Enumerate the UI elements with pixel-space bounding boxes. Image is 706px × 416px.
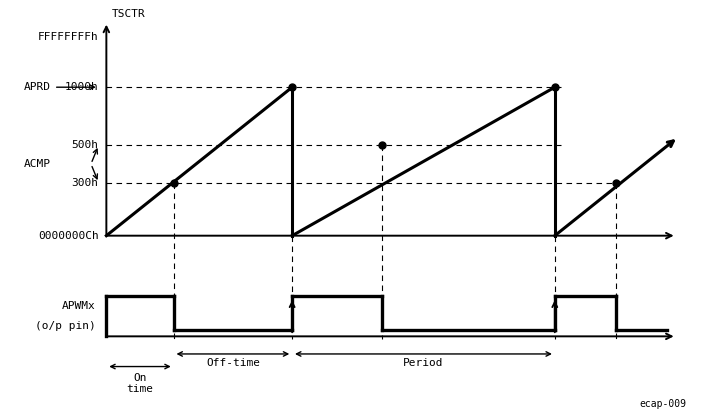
Text: ACMP: ACMP	[23, 159, 51, 169]
Text: APRD: APRD	[23, 82, 51, 92]
Text: Off-time: Off-time	[206, 358, 260, 368]
Text: 1000h: 1000h	[65, 82, 99, 92]
Text: APWMx: APWMx	[61, 300, 95, 310]
Text: TSCTR: TSCTR	[112, 9, 145, 19]
Text: 500h: 500h	[72, 140, 99, 150]
Text: 0000000Ch: 0000000Ch	[38, 231, 99, 241]
Text: (o/p pin): (o/p pin)	[35, 321, 95, 331]
Text: FFFFFFFFh: FFFFFFFFh	[38, 32, 99, 42]
Text: Period: Period	[403, 358, 443, 368]
Text: On
time: On time	[126, 373, 153, 394]
Text: 300h: 300h	[72, 178, 99, 188]
Text: ecap-009: ecap-009	[639, 399, 686, 409]
